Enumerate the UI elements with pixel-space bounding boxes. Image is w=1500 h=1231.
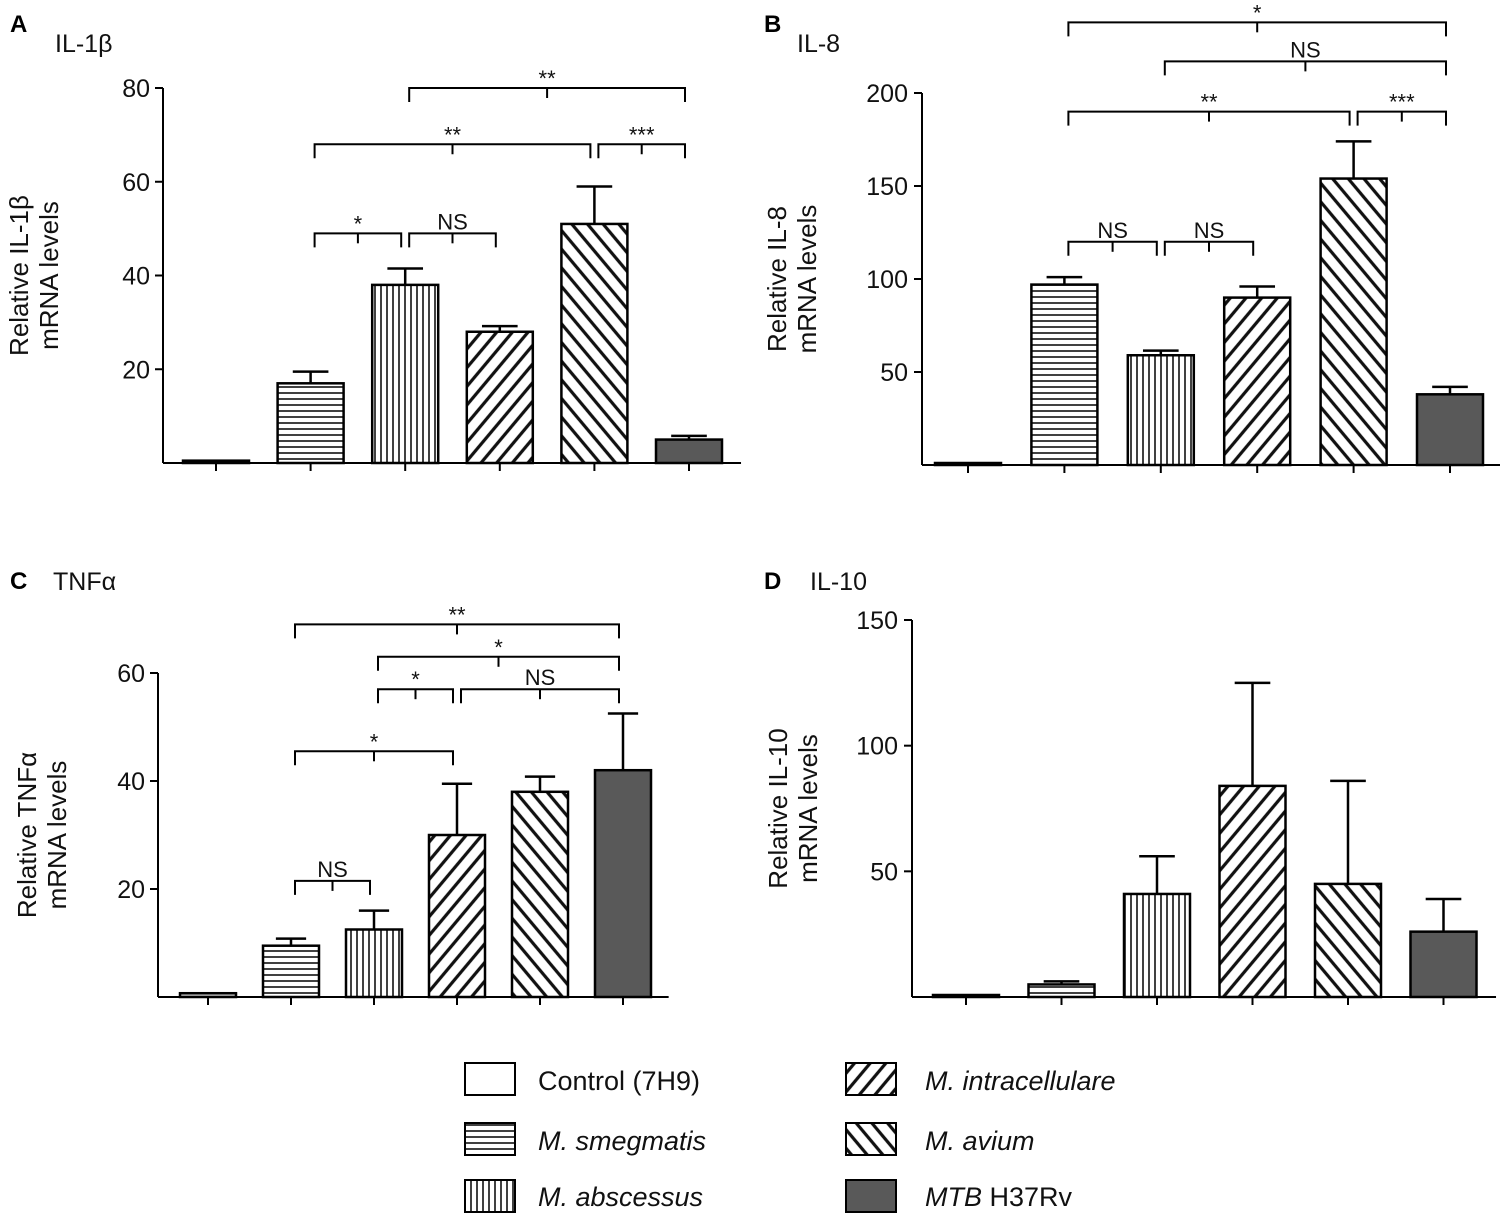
significance-label: * xyxy=(370,729,379,754)
bar-6 xyxy=(1415,393,1485,467)
significance-label: *** xyxy=(629,122,655,147)
y-tick-label: 40 xyxy=(117,768,145,796)
y-axis-label-line: mRNA levels xyxy=(792,205,822,354)
bar-2 xyxy=(276,382,345,465)
significance-label: ** xyxy=(444,122,462,147)
y-axis-label-line: Relative IL-1β xyxy=(4,195,34,356)
significance-label: NS xyxy=(525,665,556,690)
bar-4 xyxy=(427,833,487,999)
bar-4 xyxy=(1218,784,1287,999)
y-axis-label-line: mRNA levels xyxy=(793,734,823,883)
panel-letter: B xyxy=(764,11,781,38)
panel-title: TNFα xyxy=(53,568,116,596)
y-tick-label: 150 xyxy=(866,173,908,201)
bar-1 xyxy=(931,993,1001,999)
y-axis-label: Relative IL-10mRNA levels xyxy=(763,728,823,888)
bar-3 xyxy=(370,283,440,465)
bar-1 xyxy=(181,459,251,465)
legend-swatch-intracellulare xyxy=(845,1062,897,1096)
panel-title: IL-8 xyxy=(797,30,840,58)
legend: Control (7H9) M. smegmatis M. abscessus … xyxy=(464,1062,1116,1213)
y-tick-label: 20 xyxy=(122,356,150,384)
significance-label: NS xyxy=(1194,218,1225,243)
legend-label-abscessus: M. abscessus xyxy=(538,1182,703,1212)
y-axis-label-line: mRNA levels xyxy=(34,201,64,350)
y-axis-label-line: mRNA levels xyxy=(42,761,72,910)
panel-a: A IL-1β 20 40 60 80 Relative IL-1βmRNA levels *… xyxy=(4,11,742,471)
significance-label: *** xyxy=(1389,90,1415,115)
bar-5 xyxy=(1313,882,1383,999)
bar-5 xyxy=(1319,177,1388,467)
y-axis-label: Relative TNFαmRNA levels xyxy=(12,752,72,918)
significance-label: * xyxy=(1253,0,1262,25)
significance-label: * xyxy=(354,211,363,236)
legend-swatch-control xyxy=(464,1062,516,1096)
bar-2 xyxy=(1030,283,1099,467)
legend-label-smegmatis: M. smegmatis xyxy=(538,1126,706,1156)
y-tick-label: 100 xyxy=(866,266,908,294)
y-tick-label: 200 xyxy=(866,80,908,108)
legend-label-mtb: MTB H37Rv xyxy=(925,1182,1073,1212)
y-tick-label: 50 xyxy=(870,858,898,886)
bar-6 xyxy=(654,438,724,465)
significance-label: ** xyxy=(448,602,466,627)
panel-letter: D xyxy=(764,568,781,595)
y-tick-label: 60 xyxy=(117,660,145,688)
panel-title: IL-1β xyxy=(55,30,112,58)
panel-letter: A xyxy=(10,11,27,38)
bar-3 xyxy=(1122,892,1192,999)
bar-6 xyxy=(1409,930,1478,999)
bar-1 xyxy=(933,461,1003,467)
panel-d: D IL-10 50 100 150 Relative IL-10mRNA levels xyxy=(763,568,1497,1005)
bar-4 xyxy=(465,330,535,465)
bar-5 xyxy=(510,790,570,999)
y-tick-label: 150 xyxy=(856,607,898,635)
panel-title: IL-10 xyxy=(810,568,867,596)
panel-letter: C xyxy=(10,568,27,595)
y-tick-label: 60 xyxy=(122,169,150,197)
panel-b: B IL-8 50 100 150 200 Relative IL-8mRNA levels… xyxy=(762,0,1500,473)
bar-3 xyxy=(344,928,404,999)
y-axis-label-line: Relative IL-10 xyxy=(763,728,793,888)
significance-label: NS xyxy=(437,209,468,234)
legend-label-mtb-italic: MTB xyxy=(925,1182,982,1212)
significance-label: NS xyxy=(1097,218,1128,243)
y-axis-label: Relative IL-1βmRNA levels xyxy=(4,195,64,356)
significance-label: * xyxy=(494,635,503,660)
y-tick-label: 40 xyxy=(122,263,150,291)
significance-label: * xyxy=(411,667,420,692)
bar-4 xyxy=(1222,296,1292,467)
significance-label: NS xyxy=(317,857,348,882)
legend-swatch-abscessus xyxy=(464,1179,516,1213)
y-tick-label: 20 xyxy=(117,876,145,904)
bar-5 xyxy=(560,222,629,465)
bar-1 xyxy=(178,991,238,999)
bar-2 xyxy=(261,944,321,999)
legend-label-mtb-strain: H37Rv xyxy=(982,1182,1073,1212)
y-axis-label: Relative IL-8mRNA levels xyxy=(762,205,822,354)
legend-swatch-mtb xyxy=(845,1179,897,1213)
legend-label-avium: M. avium xyxy=(925,1126,1035,1156)
legend-swatch-avium xyxy=(845,1122,897,1156)
bar-3 xyxy=(1126,354,1196,467)
legend-label-control: Control (7H9) xyxy=(538,1066,700,1096)
bar-2 xyxy=(1027,983,1096,999)
y-tick-label: 80 xyxy=(122,75,150,103)
significance-label: ** xyxy=(1200,90,1218,115)
y-tick-label: 100 xyxy=(856,733,898,761)
significance-label: NS xyxy=(1290,37,1321,62)
significance-label: ** xyxy=(539,66,557,91)
y-axis-label-line: Relative IL-8 xyxy=(762,206,792,352)
y-axis-label-line: Relative TNFα xyxy=(12,752,42,918)
bar-6 xyxy=(593,768,653,999)
y-tick-label: 50 xyxy=(880,359,908,387)
legend-swatch-smegmatis xyxy=(464,1122,516,1156)
legend-label-intracellulare: M. intracellulare xyxy=(925,1066,1116,1096)
